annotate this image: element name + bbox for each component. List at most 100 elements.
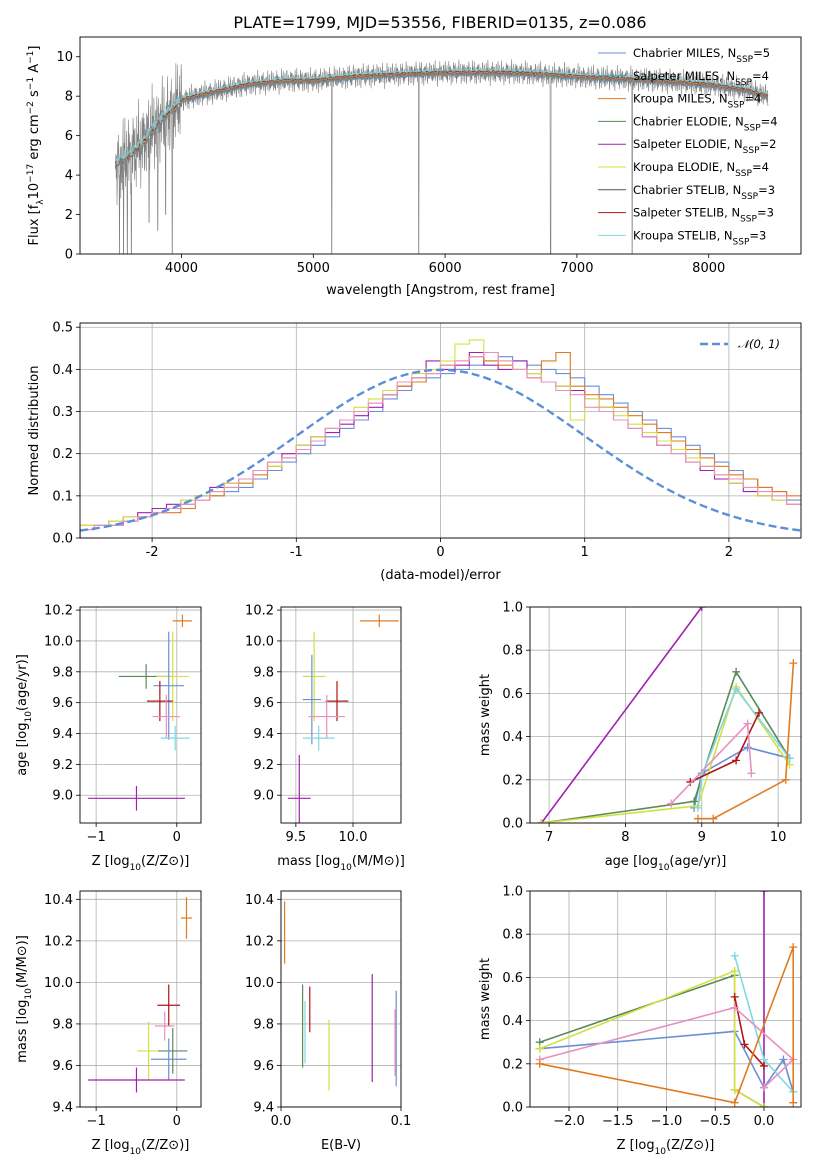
spectrum-data-line: [115, 59, 769, 254]
data-marker: [690, 797, 699, 806]
errorbar-point: [158, 1028, 188, 1074]
x-tick-label: 10.0: [339, 830, 368, 845]
data-marker: [667, 799, 676, 808]
weight-series: [539, 969, 765, 1107]
legend-entry: Salpeter MILES, NSSP=4: [633, 69, 769, 88]
mass-weight-vs-Z-frame: [529, 890, 802, 1108]
y-tick-label: 8: [65, 90, 73, 105]
errorbar-point: [302, 631, 326, 722]
weight-series: [540, 607, 703, 823]
x-axis-label: Z [log10(Z/Z⊙)]: [92, 1138, 190, 1157]
data-marker: [743, 743, 752, 752]
spectrum-lines: [115, 59, 769, 254]
y-tick-label: 0.8: [502, 644, 523, 659]
x-tick-label: 1: [581, 545, 589, 560]
errorbar-point: [152, 694, 181, 739]
data-marker: [789, 1098, 798, 1107]
y-tick-label: 10: [56, 50, 73, 65]
model-line: [115, 68, 769, 165]
mass-vs-Z-frame: [79, 890, 202, 1108]
data-marker: [732, 667, 741, 676]
data-marker: [759, 1061, 768, 1070]
legend-entry: Salpeter ELODIE, NSSP=2: [633, 137, 776, 156]
data-marker: [537, 819, 546, 823]
x-axis-label: wavelength [Angstrom, rest frame]: [326, 283, 555, 298]
x-tick-label: -2: [146, 545, 159, 560]
x-tick-label: -1: [290, 545, 303, 560]
weight-series: [539, 974, 765, 1107]
weight-series: [541, 685, 791, 823]
data-marker: [697, 607, 706, 611]
y-tick-label: 10.2: [44, 934, 73, 949]
errorbar-point: [302, 725, 335, 751]
data-marker: [743, 719, 752, 728]
data-marker: [535, 1044, 544, 1053]
x-tick-label: 10: [770, 830, 787, 845]
y-tick-label: 0.0: [502, 1101, 523, 1116]
x-tick-label: 8: [621, 830, 629, 845]
data-marker: [755, 708, 764, 717]
normal-curve: [80, 368, 801, 532]
x-tick-label: 5000: [297, 261, 330, 276]
errorbar-point: [180, 897, 193, 939]
y-tick-label: 9.6: [253, 1059, 274, 1074]
x-axis-label: E(B-V): [321, 1138, 361, 1153]
x-tick-label: 9.5: [286, 830, 307, 845]
y-tick-label: 6: [65, 129, 73, 144]
errorbar-point: [325, 681, 349, 722]
y-axis-label: mass [log10(M/M⊙)]: [15, 935, 34, 1063]
data-marker: [686, 777, 695, 786]
errorbar-point: [157, 984, 181, 1026]
x-tick-label: −1: [87, 1114, 106, 1129]
x-axis-label: Z [log10(Z/Z⊙)]: [617, 1138, 715, 1157]
y-tick-label: 0.4: [502, 730, 523, 745]
x-axis-label: Z [log10(Z/Z⊙)]: [92, 854, 190, 873]
mass-vs-Z-axes: −1 0 9.4 9.6 9.8 10.0 10.2 10.4: [44, 891, 201, 1129]
y-axis-label: mass weight: [478, 958, 493, 1040]
x-tick-label: −1.5: [602, 1114, 634, 1129]
weight-series: [697, 687, 791, 808]
residuals-frame: [79, 322, 802, 539]
data-marker: [535, 1059, 544, 1068]
x-tick-label: 0: [436, 545, 444, 560]
x-axis-label: age [log10(age/yr)]: [605, 854, 727, 873]
y-tick-label: 9.6: [52, 696, 73, 711]
errorbar-point: [160, 725, 190, 751]
y-tick-label: 0.2: [52, 447, 73, 462]
x-tick-label: −2.0: [553, 1114, 585, 1129]
y-tick-label: 9.0: [253, 789, 274, 804]
data-marker: [789, 943, 798, 952]
errorbar-point: [172, 614, 193, 628]
x-tick-label: −1: [87, 830, 106, 845]
y-tick-label: 10.4: [245, 893, 274, 908]
weight-series: [541, 669, 791, 823]
mass-weight-vs-age-axes: 7 8 9 10 0.0 0.2 0.4 0.6 0.8 1.0: [502, 601, 801, 845]
errorbar-point: [88, 1067, 185, 1093]
y-tick-label: 0.1: [52, 489, 73, 504]
legend-entry: Chabrier MILES, NSSP=5: [633, 46, 770, 65]
y-tick-label: 9.4: [52, 1101, 73, 1116]
x-axis-label: (data-model)/error: [380, 568, 501, 583]
data-marker: [730, 951, 739, 960]
residuals-axes: -2 -1 0 1 2 0.0 0.1 0.2 0.3 0.4 0.5: [52, 321, 801, 560]
y-axis-label: Normed distribution: [27, 366, 42, 496]
data-marker: [759, 1083, 768, 1092]
errorbar-point: [88, 785, 185, 811]
age-vs-Z-frame: [79, 606, 202, 824]
errorbar-point: [287, 755, 311, 823]
y-tick-label: 0: [65, 248, 73, 263]
y-tick-label: 10.0: [245, 634, 274, 649]
age-vs-mass-points: [287, 614, 399, 823]
y-tick-label: 4: [65, 169, 73, 184]
y-axis-label: age [log10(age/yr)]: [15, 654, 34, 776]
data-marker: [779, 1055, 788, 1064]
y-tick-label: 2: [65, 208, 73, 223]
chart-title: PLATE=1799, MJD=53556, FIBERID=0135, z=0…: [233, 13, 646, 32]
legend-entry: Kroupa MILES, NSSP=4: [633, 92, 761, 111]
x-tick-label: 0: [173, 830, 181, 845]
x-tick-label: 7000: [560, 261, 593, 276]
y-tick-label: 10.2: [245, 934, 274, 949]
y-tick-label: 9.8: [52, 1017, 73, 1032]
spectrum-axes: 4000 5000 6000 7000 8000 0 2 4 6 8 10: [56, 50, 725, 276]
x-tick-label: 2: [725, 545, 733, 560]
